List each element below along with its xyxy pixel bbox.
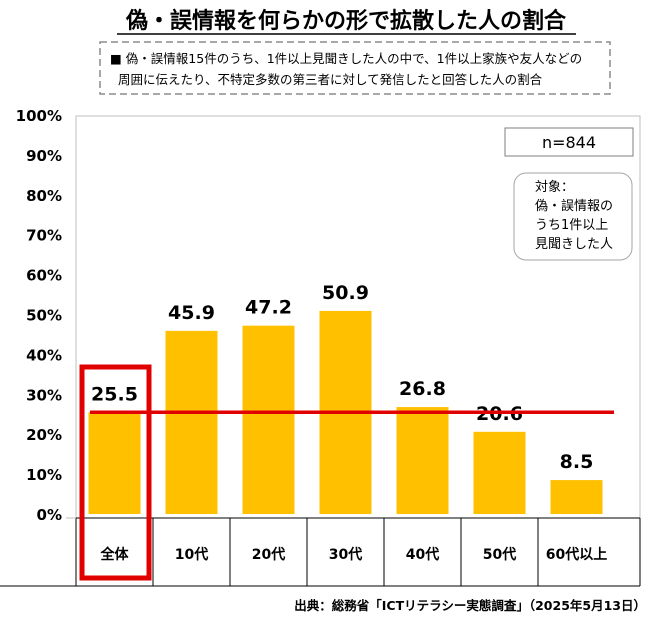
y-tick-label: 50% [26,307,62,325]
bar-6 [550,480,603,514]
target-note-line-1: 対象： [535,180,574,195]
y-tick-label: 10% [26,466,62,484]
data-label-4: 26.8 [399,378,446,400]
y-tick-label: 100% [16,107,62,125]
data-label-0: 25.5 [91,383,138,405]
source-label: 出典：総務省「ICTリテラシー実態調査」（2025年5月13日） [294,598,646,613]
category-label-2: 20代 [252,546,285,563]
bar-5 [473,431,526,514]
target-note-line-2: 偽・誤情報の [535,198,613,214]
description-line-2: 周囲に伝えたり、不特定多数の第三者に対して発信したと回答した人の割合 [118,72,543,87]
y-tick-label: 80% [26,187,62,205]
category-label-3: 30代 [329,546,362,563]
y-tick-label: 20% [26,426,62,444]
sample-size-label: n=844 [542,133,596,152]
data-label-3: 50.9 [322,282,369,304]
target-note-box [513,172,633,261]
category-label-5: 50代 [483,546,516,563]
y-tick-label: 40% [26,346,62,364]
y-tick-label: 30% [26,386,62,404]
data-label-6: 8.5 [560,451,594,473]
category-label-0: 全体 [100,546,130,563]
highlight-box-overall [79,364,152,581]
target-note-line-4: 見聞きした人 [535,237,613,252]
data-label-1: 45.9 [168,302,215,324]
data-label-2: 47.2 [245,297,292,319]
bar-2 [242,325,295,514]
description-line-1: ■ 偽・誤情報15件のうち、1件以上見聞きした人の中で、1件以上家族や友人などの [110,51,582,66]
y-tick-label: 60% [26,267,62,285]
category-label-6: 60代以上 [546,546,607,563]
bar-1 [165,330,218,514]
y-tick-label: 0% [37,506,62,524]
category-label-4: 40代 [406,546,439,563]
sample-size-box [504,127,634,157]
bar-4 [396,407,449,514]
category-label-1: 10代 [175,546,208,563]
y-tick-label: 90% [26,147,62,165]
chart-title: 偽・誤情報を何らかの形で拡散した人の割合 [125,8,567,34]
bar-0 [88,412,141,514]
description-box [99,41,611,95]
target-note-line-3: うち1件以上 [535,218,608,233]
y-tick-label: 70% [26,227,62,245]
